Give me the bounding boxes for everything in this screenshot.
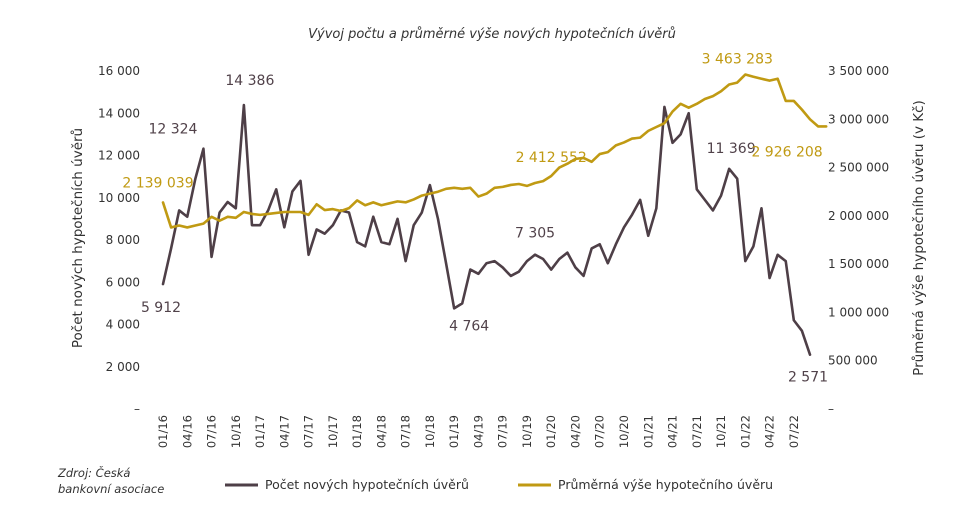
y-left-tick-label: 14 000 (98, 106, 140, 120)
x-tick-label: 04/21 (666, 415, 680, 448)
y-left-tick-label: 2 000 (106, 360, 140, 374)
data-label-count: 12 324 (148, 122, 197, 138)
y-right-tick-label: 3 500 000 (828, 64, 889, 78)
y-left-tick-label: 16 000 (98, 64, 140, 78)
y-left-tick-label: – (134, 402, 140, 416)
source-note-line2: bankovní asociace (58, 482, 164, 496)
series-line-average (161, 73, 828, 229)
data-label-count: 7 305 (515, 226, 555, 242)
y-left-tick-label: 4 000 (106, 318, 140, 332)
y-left-tick-label: 6 000 (106, 275, 140, 289)
y-right-tick-label: 1 000 000 (828, 305, 889, 319)
x-axis-ticks: 01/16 04/16 07/16 10/16 01/17 04/17 07/17 10/17… (156, 415, 801, 448)
x-tick-label: 07/20 (593, 415, 607, 448)
x-tick-label: 01/18 (350, 415, 364, 448)
data-label-average: 2 412 552 (516, 150, 587, 166)
x-tick-label: 07/19 (496, 415, 510, 448)
x-tick-label: 07/16 (205, 415, 219, 448)
series-lines (161, 73, 828, 356)
y-axis-right-ticks: – 500 000 1 000 000 1 500 000 2 000 000 2 500… (828, 64, 889, 416)
x-tick-label: 07/17 (302, 415, 316, 448)
x-tick-label: 07/18 (399, 415, 413, 448)
x-tick-label: 04/16 (180, 415, 194, 448)
x-tick-label: 01/21 (641, 415, 655, 448)
x-tick-label: 04/19 (471, 415, 485, 448)
x-tick-label: 01/17 (253, 415, 267, 448)
y-left-tick-label: 8 000 (106, 233, 140, 247)
data-label-count: 14 386 (225, 73, 274, 89)
legend: Počet nových hypotečních úvěrů Průměrná … (225, 477, 773, 492)
y-right-tick-label: 1 500 000 (828, 257, 889, 271)
x-tick-label: 04/20 (568, 415, 582, 448)
data-labels: 5 912 12 324 14 386 4 764 7 305 11 369 2 571 2 … (122, 52, 828, 386)
data-label-count: 11 369 (707, 141, 756, 157)
x-tick-label: 04/22 (763, 415, 777, 448)
y-right-tick-label: 500 000 (828, 354, 878, 368)
x-tick-label: 01/22 (738, 415, 752, 448)
x-tick-label: 10/20 (617, 415, 631, 448)
x-tick-label: 01/16 (156, 415, 170, 448)
x-tick-label: 10/21 (714, 415, 728, 448)
x-tick-label: 10/17 (326, 415, 340, 448)
x-tick-label: 07/22 (787, 415, 801, 448)
data-label-count: 5 912 (141, 300, 181, 316)
data-label-average: 3 463 283 (702, 52, 773, 68)
y-right-tick-label: 2 500 000 (828, 161, 889, 175)
x-tick-label: 04/17 (277, 415, 291, 448)
legend-label-average: Průměrná výše hypotečního úvěru (558, 477, 773, 492)
x-tick-label: 01/20 (544, 415, 558, 448)
y-axis-left-label: Počet nových hypotečních úvěrů (70, 128, 86, 348)
x-tick-label: 04/18 (374, 415, 388, 448)
y-right-tick-label: 2 000 000 (828, 209, 889, 223)
x-tick-label: 01/19 (447, 415, 461, 448)
y-axis-left-ticks: – 2 000 4 000 6 000 8 000 10 000 12 000 14 000 1… (98, 64, 140, 416)
series-line-count (161, 103, 812, 356)
y-right-tick-label: 3 000 000 (828, 112, 889, 126)
chart-title: Vývoj počtu a průměrné výše nových hypot… (308, 27, 676, 42)
legend-label-count: Počet nových hypotečních úvěrů (265, 477, 469, 492)
y-right-tick-label: – (828, 402, 834, 416)
y-left-tick-label: 10 000 (98, 191, 140, 205)
y-left-tick-label: 12 000 (98, 149, 140, 163)
x-tick-label: 10/18 (423, 415, 437, 448)
y-axis-right-label: Průměrná výše hypotečního úvěru (v Kč) (911, 100, 927, 376)
x-tick-label: 10/16 (229, 415, 243, 448)
x-tick-label: 10/19 (520, 415, 534, 448)
data-label-average: 2 139 039 (122, 175, 193, 191)
x-tick-label: 07/21 (690, 415, 704, 448)
data-label-average: 2 926 208 (751, 144, 822, 160)
data-label-count: 2 571 (788, 370, 828, 386)
source-note-line1: Zdroj: Česká (57, 465, 130, 480)
data-label-count: 4 764 (449, 318, 489, 334)
